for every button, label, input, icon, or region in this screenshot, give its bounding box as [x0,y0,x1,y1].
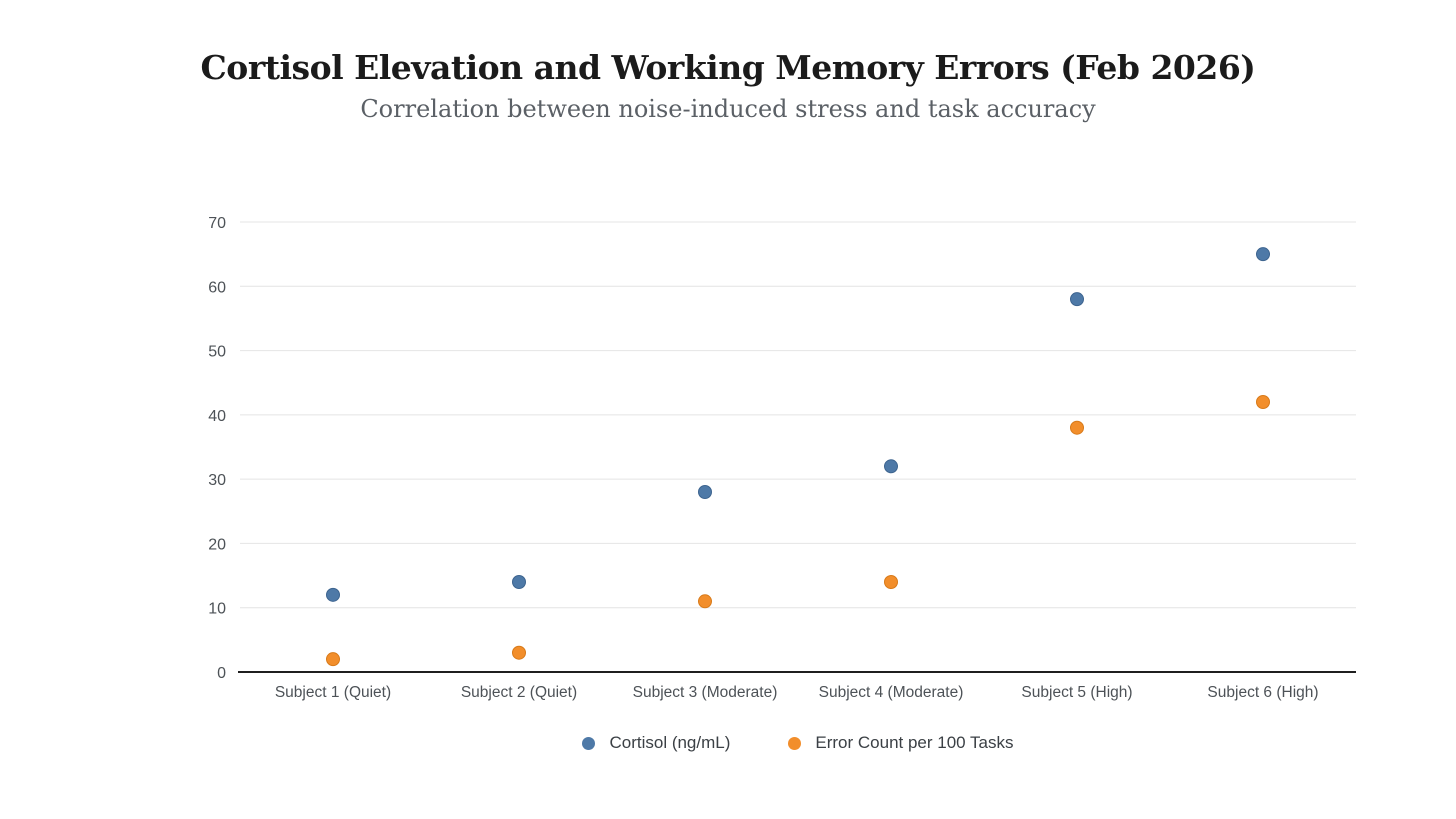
x-axis-tick-label: Subject 3 (Moderate) [633,684,778,701]
legend: Cortisol (ng/mL) Error Count per 100 Tas… [240,733,1356,753]
chart-title: Cortisol Elevation and Working Memory Er… [200,48,1256,87]
data-point-cortisol[interactable] [698,485,712,499]
y-axis-tick-label: 20 [208,536,226,553]
y-axis-tick-label: 30 [208,472,226,489]
data-point-error-count[interactable] [512,645,526,660]
legend-label-cortisol: Cortisol (ng/mL) [609,733,731,752]
x-axis-tick-label: Subject 5 (High) [1021,684,1132,701]
legend-item-error-count[interactable]: Error Count per 100 Tasks [788,733,1014,753]
data-point-error-count[interactable] [326,652,340,667]
data-point-cortisol[interactable] [512,575,526,589]
data-point-error-count[interactable] [1256,395,1270,409]
y-axis-tick-label: 10 [208,601,226,618]
y-axis-tick-label: 60 [208,279,226,296]
data-point-error-count[interactable] [884,575,898,589]
data-point-cortisol[interactable] [1256,247,1270,262]
data-point-cortisol[interactable] [1070,292,1084,307]
y-axis-tick-label: 70 [208,215,226,232]
data-point-cortisol[interactable] [884,459,898,474]
y-axis-tick-label: 40 [208,408,226,425]
data-point-error-count[interactable] [698,594,712,609]
data-point-error-count[interactable] [1070,420,1084,435]
x-axis-tick-label: Subject 2 (Quiet) [461,684,577,701]
chart-subtitle: Correlation between noise-induced stress… [360,95,1096,123]
x-axis-tick-label: Subject 1 (Quiet) [275,684,391,701]
x-axis-tick-label: Subject 6 (High) [1207,684,1318,701]
legend-dot-error-count [788,736,802,750]
y-axis-tick-label: 50 [208,344,226,361]
legend-label-error-count: Error Count per 100 Tasks [815,733,1014,752]
x-axis-tick-label: Subject 4 (Moderate) [819,684,964,701]
data-point-cortisol[interactable] [326,587,340,602]
legend-dot-cortisol [582,736,596,750]
y-axis-tick-label: 0 [217,665,226,682]
legend-item-cortisol[interactable]: Cortisol (ng/mL) [582,733,730,753]
